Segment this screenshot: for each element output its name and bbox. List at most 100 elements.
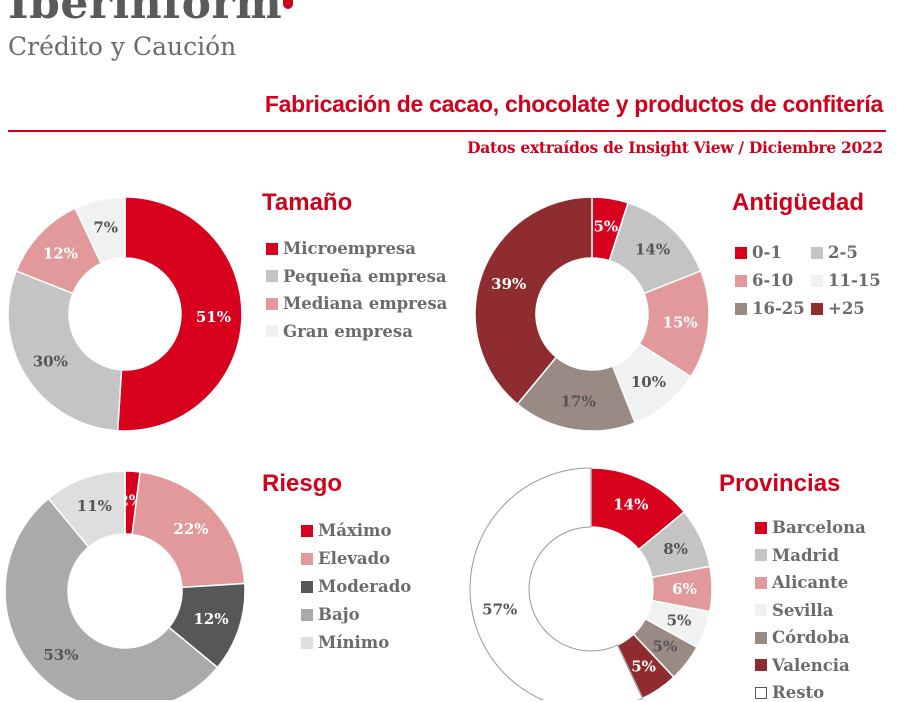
legend-item-antiguedad-1: 2-5	[811, 243, 858, 262]
legend-swatch	[301, 580, 313, 593]
legend-label: Mediana empresa	[283, 294, 448, 313]
legend-item-tamano-2: Mediana empresa	[266, 294, 447, 313]
legend-swatch	[755, 576, 767, 589]
donut-antiguedad: 5% 14% 15% 10% 17% 39%	[474, 196, 710, 432]
legend-swatch	[755, 659, 767, 671]
chart-title-provincias: Provincias	[719, 470, 841, 497]
legend-label: Madrid	[772, 545, 839, 565]
slice-tamano-3	[74, 196, 126, 265]
slice-riesgo-4	[47, 470, 126, 549]
legend-item-antiguedad-4: 16-25	[735, 299, 805, 318]
legend-item-riesgo-2: Moderado	[301, 577, 411, 596]
data-label-riesgo-1: 22%	[173, 520, 208, 538]
legend-item-provincias-1: Madrid	[755, 546, 839, 565]
legend-swatch	[301, 636, 313, 649]
data-label-provincias-6: 57%	[482, 600, 517, 618]
chart-title-riesgo: Riesgo	[262, 470, 343, 497]
data-label-riesgo-4: 11%	[77, 497, 112, 515]
chart-title-tamano: Tamaño	[262, 189, 353, 216]
data-label-antiguedad-5: 39%	[491, 275, 526, 293]
legend-label: 11-15	[828, 271, 881, 290]
legend-label: Microempresa	[283, 239, 416, 258]
legend-label: Sevilla	[772, 600, 834, 620]
legend-swatch	[811, 246, 823, 259]
donut-riesgo: 2%22%12%53%11%	[4, 470, 246, 700]
legend-swatch	[735, 302, 747, 315]
data-source: Datos extraídos de Insight View / Diciem…	[467, 138, 883, 157]
title-divider	[8, 130, 886, 132]
legend-item-riesgo-0: Máximo	[301, 521, 392, 540]
legend-label: Bajo	[318, 605, 360, 624]
slice-antiguedad-5	[474, 196, 593, 406]
legend-item-provincias-5: Valencia	[755, 656, 850, 675]
slice-riesgo-1	[131, 471, 246, 589]
legend-label: 16-25	[752, 299, 805, 318]
donut-tamano: 51% 30% 12% 7%	[7, 196, 243, 432]
legend-label: Mínimo	[318, 633, 390, 652]
legend-swatch	[301, 524, 313, 537]
data-label-tamano-2: 12%	[43, 244, 78, 262]
legend-label: +25	[828, 299, 865, 318]
legend-item-provincias-3: Sevilla	[755, 601, 834, 620]
slice-tamano-1	[7, 269, 123, 432]
data-label-antiguedad-3: 10%	[631, 373, 666, 391]
legend-label: Moderado	[318, 577, 412, 596]
legend-item-tamano-1: Pequeña empresa	[266, 267, 447, 286]
data-label-antiguedad-0: 5%	[593, 218, 618, 236]
legend-label: Elevado	[318, 549, 391, 568]
legend-item-provincias-4: Córdoba	[755, 628, 850, 647]
data-label-tamano-1: 30%	[33, 352, 68, 370]
legend-label: Barcelona	[772, 518, 866, 537]
legend-item-antiguedad-5: +25	[811, 299, 865, 318]
legend-swatch	[811, 302, 823, 315]
legend-swatch	[266, 270, 278, 282]
legend-label: 2-5	[828, 243, 858, 262]
data-label-provincias-0: 14%	[613, 495, 648, 513]
legend-item-antiguedad-3: 11-15	[811, 271, 881, 290]
legend-swatch	[301, 552, 313, 565]
data-label-tamano-3: 7%	[93, 219, 118, 237]
legend-swatch	[755, 604, 767, 616]
legend-swatch	[266, 325, 278, 337]
legend-item-provincias-0: Barcelona	[755, 518, 866, 537]
brand-subtitle: Crédito y Caución	[8, 32, 237, 61]
data-label-tamano-0: 51%	[196, 308, 231, 326]
data-label-provincias-4: 5%	[653, 637, 678, 655]
legend-swatch	[735, 246, 747, 259]
legend-item-tamano-0: Microempresa	[266, 239, 416, 258]
data-label-antiguedad-4: 17%	[561, 392, 596, 410]
legend-label: Pequeña empresa	[283, 266, 447, 286]
data-label-riesgo-2: 12%	[194, 610, 229, 628]
legend-item-tamano-3: Gran empresa	[266, 322, 413, 341]
legend-item-riesgo-3: Bajo	[301, 605, 360, 624]
legend-item-provincias-2: Alicante	[755, 573, 848, 592]
data-label-provincias-1: 8%	[663, 540, 688, 558]
legend-label: Gran empresa	[283, 321, 413, 341]
legend-label: Resto	[772, 683, 825, 702]
legend-swatch	[755, 549, 767, 561]
legend-label: Valencia	[772, 655, 850, 675]
slice-tamano-0	[116, 196, 243, 432]
legend-label: Alicante	[772, 573, 849, 592]
data-label-antiguedad-2: 15%	[663, 313, 698, 331]
slice-riesgo-3	[4, 497, 219, 700]
legend-swatch	[755, 631, 767, 644]
legend-label: Córdoba	[772, 628, 850, 647]
legend-swatch	[266, 297, 278, 310]
donut-provincias: 14% 8% 6% 5% 5% 5% 57%	[469, 467, 713, 700]
chart-title-antiguedad: Antigüedad	[732, 189, 864, 216]
legend-swatch	[755, 686, 767, 699]
legend-label: Máximo	[318, 521, 392, 540]
legend-item-riesgo-1: Elevado	[301, 549, 390, 568]
brand-logo: Iberinform	[8, 0, 283, 29]
data-label-provincias-3: 5%	[667, 612, 692, 630]
legend-swatch	[301, 608, 313, 621]
legend-swatch	[755, 521, 767, 534]
slice-provincias-6	[469, 467, 644, 700]
page-title: Fabricación de cacao, chocolate y produc…	[264, 91, 883, 117]
legend-item-riesgo-4: Mínimo	[301, 633, 389, 652]
data-label-provincias-5: 5%	[631, 657, 656, 675]
legend-label: 0-1	[752, 243, 782, 262]
legend-swatch	[735, 274, 747, 287]
